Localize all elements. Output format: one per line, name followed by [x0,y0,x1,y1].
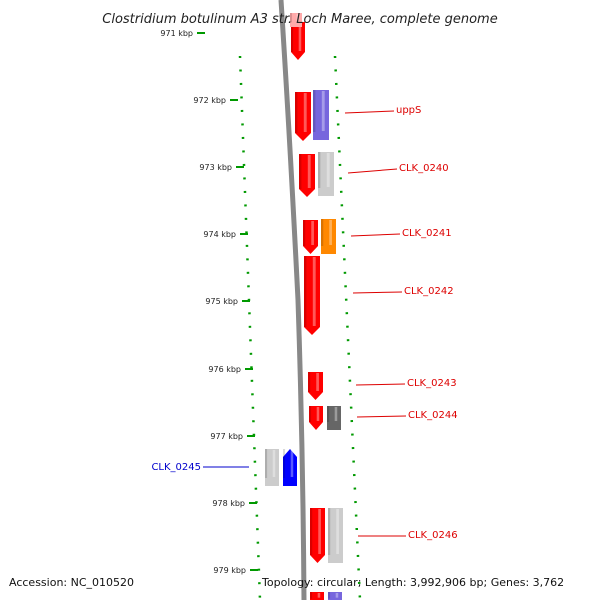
gene-arrow-shade [313,90,316,132]
gene-arrow [303,220,318,254]
gene-arrow [321,219,336,254]
gene-arrow-highlight [321,91,325,131]
gene-arrow-highlight [335,593,339,598]
gene-arrow-highlight [312,257,316,326]
gene-arrow-shade [321,219,324,246]
gene-arrow-shade [304,256,307,327]
tick-label: 973 kbp [199,163,232,172]
gene-arrow-highlight [307,155,311,188]
gene-arrow-highlight [336,509,339,554]
tick-label: 972 kbp [193,96,226,105]
gene-arrow-shade [318,152,321,188]
gene-arrow-highlight [326,153,330,187]
gene-arrow-shade [310,592,313,599]
kbp-ticks: 971 kbp 972 kbp 973 kbp 974 kbp 975 kbp 976 k… [160,29,258,575]
gene-arrow [310,508,325,563]
gene-arrow-highlight [318,509,321,554]
gene-arrow-highlight [316,373,319,391]
tick-label: 977 kbp [210,432,243,441]
gene-arrow-shade [327,406,330,422]
genome-backbone [278,0,307,600]
topology-text: Topology: circular; Length: 3,992,906 bp… [261,576,564,589]
gene-arrow-shade [265,449,268,478]
gene-arrow-highlight [317,593,321,598]
gene-arrow-shade [290,13,292,23]
gene-label-clk-0245[interactable]: CLK_0245 [151,462,201,473]
label-leader-line [356,415,407,418]
gene-arrow [328,508,343,563]
gene-arrow [299,154,315,197]
gene-arrow-highlight [303,93,307,132]
genome-title: Clostridium botulinum A3 str. Loch Maree… [102,12,497,27]
gene-arrow-highlight [290,450,294,477]
label-leader-line [355,383,406,386]
gene-features [265,13,343,600]
gene-label-clk-0242[interactable]: CLK_0242 [404,286,454,297]
gene-arrow-highlight [311,221,314,245]
gene-arrow [265,449,279,486]
gene-label-upps[interactable]: uppS [396,105,421,116]
gene-arrow-highlight [316,407,320,421]
gene-arrow [304,256,320,335]
gene-label-clk-0244[interactable]: CLK_0244 [408,410,458,421]
gene-arrow [310,592,324,600]
gene-label-clk-0240[interactable]: CLK_0240 [399,163,449,174]
tick-label: 979 kbp [213,566,246,575]
gene-arrow [309,406,323,430]
label-leader-line [344,110,395,114]
gene-arrow-highlight [334,407,338,421]
tick-label: 976 kbp [208,365,241,374]
ruler-line [238,55,262,600]
gene-arrow [295,92,311,141]
tick-label: 978 kbp [212,499,245,508]
gene-arrow-highlight [298,23,302,51]
gene-labels: uppS CLK_0240 CLK_0241 CLK_0242 CLK_0243 CLK_… [151,105,457,541]
accession-text: Accession: NC_010520 [9,576,134,589]
gene-arrow [328,592,342,600]
gene-arrow-shade [295,92,298,133]
gene-arrow [318,152,334,196]
label-leader-line [347,168,398,174]
gene-arrow [283,449,297,486]
gene-arrow-shade [303,220,306,246]
gene-arrow-highlight [272,450,276,477]
tick-label: 971 kbp [160,29,193,38]
gene-arrow [308,372,323,400]
gene-arrow-shade [291,22,294,52]
label-leader-line [350,233,401,237]
gene-arrow-highlight [296,14,299,22]
gene-label-clk-0243[interactable]: CLK_0243 [407,378,457,389]
gene-arrow-shade [310,508,313,555]
gene-arrow-shade [328,592,331,599]
tick-label: 975 kbp [205,297,238,306]
gene-label-clk-0246[interactable]: CLK_0246 [408,530,458,541]
gene-arrow-shade [328,508,331,555]
gene-arrow [327,406,341,430]
gene-arrow [313,90,329,140]
gene-arrow-shade [308,372,311,392]
gene-label-clk-0241[interactable]: CLK_0241 [402,228,452,239]
gene-arrow-highlight [329,220,332,245]
gene-arrow-shade [283,449,286,478]
gene-arrow-shade [299,154,302,189]
gene-arrow [291,22,305,60]
tick-label: 974 kbp [203,230,236,239]
gene-arrow-shade [309,406,312,422]
label-leader-line [352,291,403,294]
gene-arrow [290,13,302,27]
